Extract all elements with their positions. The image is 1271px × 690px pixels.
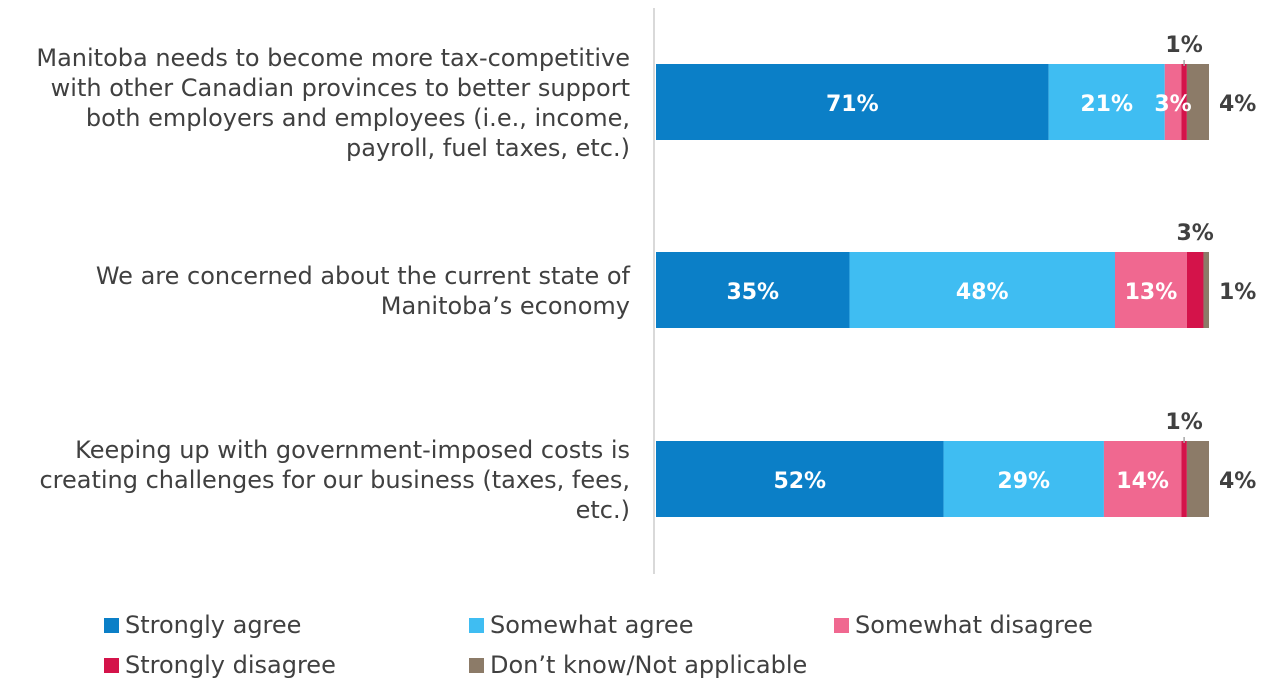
data-label: 1% <box>1219 280 1256 305</box>
legend-label: Somewhat agree <box>490 611 694 639</box>
bar-segment <box>656 441 944 517</box>
bar-segment <box>1048 64 1165 140</box>
data-label: 29% <box>997 469 1050 494</box>
data-label: 35% <box>726 280 779 305</box>
legend-swatch <box>104 617 119 633</box>
bar-segment <box>1181 441 1187 517</box>
data-label: 3% <box>1176 221 1213 246</box>
bar-segment <box>1114 252 1187 328</box>
legend: Strongly agree Somewhat agree Somewhat dis… <box>104 610 1224 690</box>
legend-item: Don’t know/Not applicable <box>469 650 807 680</box>
legend-item: Strongly disagree <box>104 650 336 680</box>
data-label: 4% <box>1219 469 1256 494</box>
bar-segment <box>656 252 850 328</box>
data-label: 1% <box>1165 410 1202 435</box>
data-label: 48% <box>956 280 1009 305</box>
bar-segment <box>656 64 1049 140</box>
data-label: 71% <box>826 92 879 117</box>
legend-item: Strongly agree <box>104 610 301 640</box>
bar-segment <box>943 441 1104 517</box>
legend-label: Don’t know/Not applicable <box>490 651 808 679</box>
data-label: 52% <box>773 469 826 494</box>
data-label: 1% <box>1165 33 1202 58</box>
data-label: 14% <box>1116 469 1169 494</box>
legend-label: Strongly agree <box>125 611 302 639</box>
legend-item: Somewhat agree <box>469 610 693 640</box>
legend-swatch <box>834 617 849 633</box>
bar-segment <box>1186 64 1209 140</box>
legend-swatch <box>469 657 484 673</box>
data-label: 4% <box>1219 92 1256 117</box>
legend-swatch <box>104 657 119 673</box>
chart-plot: Manitoba needs to become more tax-compet… <box>36 8 1256 574</box>
bar-segment <box>1103 441 1182 517</box>
data-label: 21% <box>1080 92 1133 117</box>
bar-segment <box>1186 441 1209 517</box>
data-label: 13% <box>1125 280 1178 305</box>
bar-segment <box>1181 64 1187 140</box>
legend-swatch <box>469 617 484 633</box>
data-label: 3% <box>1154 92 1191 117</box>
bar-segment <box>1186 252 1204 328</box>
legend-label: Somewhat disagree <box>855 611 1093 639</box>
legend-label: Strongly disagree <box>125 651 336 679</box>
bar-segment <box>849 252 1115 328</box>
bar-segment <box>1203 252 1209 328</box>
legend-item: Somewhat disagree <box>834 610 1093 640</box>
category-label: Keeping up with government-imposed costs… <box>39 436 630 524</box>
bar-segment <box>1164 64 1182 140</box>
category-label: Manitoba needs to become more tax-compet… <box>36 44 630 162</box>
category-label: We are concerned about the current state… <box>96 262 631 320</box>
